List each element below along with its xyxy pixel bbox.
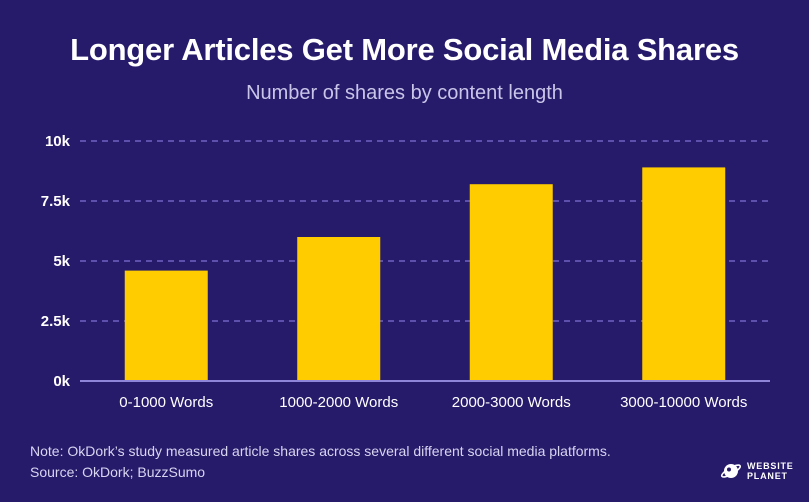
y-tick-label: 2.5k: [41, 313, 71, 330]
y-tick-label: 0k: [53, 373, 70, 390]
source-text: Source: OkDork; BuzzSumo: [30, 464, 206, 480]
x-tick-label: 1000-2000 Words: [279, 394, 398, 411]
chart-title: Longer Articles Get More Social Media Sh…: [70, 32, 739, 67]
bar: [469, 184, 553, 381]
bar: [642, 167, 726, 381]
y-tick-label: 5k: [53, 253, 70, 270]
footnote: Note: OkDork’s study measured article sh…: [30, 441, 611, 483]
chart-subtitle: Number of shares by content length: [246, 82, 563, 104]
y-tick-label: 7.5k: [41, 193, 71, 210]
planet-icon: [720, 464, 742, 478]
x-tick-label: 2000-3000 Words: [452, 394, 571, 411]
x-tick-label: 3000-10000 Words: [620, 394, 747, 411]
logo-text: WEBSITE PLANET: [747, 461, 794, 481]
y-tick-label: 10k: [45, 133, 71, 150]
x-tick-label: 0-1000 Words: [119, 394, 213, 411]
bar: [124, 270, 208, 381]
bar-chart: 0k 2.5k 5k 7.5k 10k 0-1000 Words 1000-2000 Wor…: [41, 133, 770, 411]
website-planet-logo: WEBSITE PLANET: [720, 460, 794, 482]
bar: [297, 237, 381, 381]
logo-line-2: PLANET: [747, 471, 788, 481]
note-text: Note: OkDork’s study measured article sh…: [30, 443, 611, 459]
logo-line-1: WEBSITE: [747, 461, 794, 471]
